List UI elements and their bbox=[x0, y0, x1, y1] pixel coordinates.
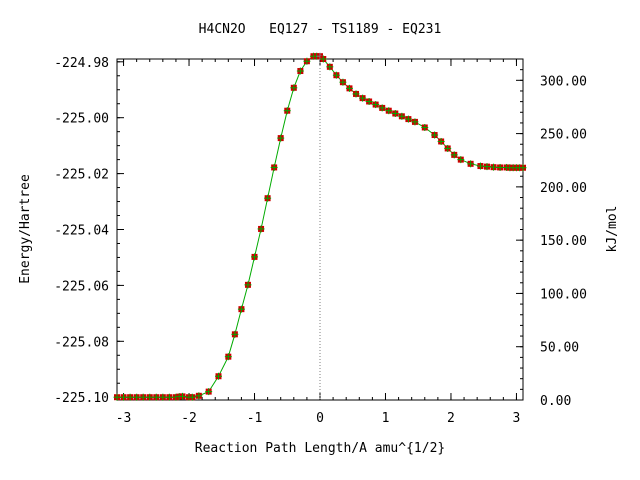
x-tick-label: 1 bbox=[382, 411, 390, 426]
data-point bbox=[224, 353, 232, 361]
data-point bbox=[359, 94, 367, 102]
data-point bbox=[332, 71, 340, 79]
data-point bbox=[476, 162, 484, 170]
data-point bbox=[257, 225, 265, 233]
data-point bbox=[444, 144, 452, 152]
y2-tick-label: 50.00 bbox=[540, 341, 579, 356]
data-point bbox=[215, 372, 222, 380]
x-tick-label: -1 bbox=[247, 411, 263, 426]
data-point bbox=[251, 253, 259, 261]
data-point bbox=[345, 84, 353, 92]
data-point bbox=[120, 393, 128, 401]
data-point bbox=[404, 115, 412, 123]
data-point bbox=[378, 104, 386, 112]
x-tick-label: 0 bbox=[316, 411, 324, 426]
data-point bbox=[421, 123, 429, 131]
data-point bbox=[411, 118, 419, 126]
data-point bbox=[483, 163, 491, 171]
y-tick-label: -224.98 bbox=[54, 56, 109, 71]
tick-labels: -3 -2 -1 0 1 2 3 -224.98 -225.00 -225.02 -225.04 -2… bbox=[54, 56, 587, 426]
y-tick-label: -225.06 bbox=[54, 279, 109, 294]
data-point bbox=[126, 393, 134, 401]
data-point bbox=[496, 163, 504, 171]
data-point bbox=[296, 67, 304, 75]
data-point bbox=[139, 393, 147, 401]
data-point bbox=[457, 156, 465, 164]
data-points bbox=[113, 52, 527, 401]
y-tick-label: -225.02 bbox=[54, 168, 109, 183]
data-point bbox=[431, 131, 439, 139]
y-tick-label: -225.08 bbox=[54, 335, 109, 350]
data-point bbox=[165, 393, 173, 401]
x-tick-label: 3 bbox=[513, 411, 521, 426]
data-point bbox=[319, 55, 327, 63]
data-point bbox=[290, 84, 298, 92]
data-point bbox=[352, 90, 360, 98]
y2-tick-label: 250.00 bbox=[540, 128, 587, 143]
data-point bbox=[113, 393, 121, 401]
y2-axis-label: kJ/mol bbox=[605, 206, 620, 253]
data-point bbox=[385, 107, 393, 115]
data-point bbox=[152, 393, 160, 401]
axis-ticks bbox=[117, 58, 523, 401]
y2-tick-label: 0.00 bbox=[540, 394, 571, 409]
data-point bbox=[277, 134, 285, 142]
data-point bbox=[237, 305, 245, 313]
data-point bbox=[437, 137, 445, 145]
data-point bbox=[264, 194, 272, 202]
data-point bbox=[270, 163, 278, 171]
data-point bbox=[146, 393, 154, 401]
chart-title: H4CN2O EQ127 - TS1189 - EQ231 bbox=[199, 22, 442, 37]
data-point bbox=[205, 388, 213, 396]
data-point bbox=[467, 160, 475, 168]
data-point bbox=[365, 97, 373, 105]
data-point bbox=[398, 112, 406, 120]
y2-tick-label: 150.00 bbox=[540, 234, 587, 249]
y-axis-label: Energy/Hartree bbox=[18, 174, 33, 284]
data-point bbox=[326, 63, 334, 71]
x-tick-label: 2 bbox=[447, 411, 455, 426]
data-point bbox=[450, 151, 458, 159]
y2-tick-label: 300.00 bbox=[540, 74, 587, 89]
y2-tick-label: 200.00 bbox=[540, 181, 587, 196]
data-point bbox=[391, 110, 399, 118]
data-point bbox=[372, 101, 380, 109]
data-point bbox=[244, 281, 252, 289]
x-tick-label: -2 bbox=[181, 411, 197, 426]
data-point bbox=[519, 164, 527, 172]
data-point bbox=[133, 393, 141, 401]
y-tick-label: -225.10 bbox=[54, 391, 109, 406]
data-point bbox=[490, 163, 498, 171]
data-point bbox=[303, 57, 311, 65]
y2-tick-label: 100.00 bbox=[540, 287, 587, 302]
x-axis-label: Reaction Path Length/A amu^{1/2} bbox=[195, 441, 445, 456]
y-tick-label: -225.00 bbox=[54, 112, 109, 127]
data-point bbox=[159, 393, 167, 401]
data-point bbox=[178, 392, 186, 400]
data-point bbox=[339, 78, 347, 86]
x-tick-label: -3 bbox=[116, 411, 132, 426]
data-point bbox=[231, 330, 239, 338]
data-point bbox=[188, 393, 196, 401]
data-point bbox=[195, 392, 203, 400]
data-point bbox=[283, 107, 291, 115]
y-tick-label: -225.04 bbox=[54, 224, 109, 239]
